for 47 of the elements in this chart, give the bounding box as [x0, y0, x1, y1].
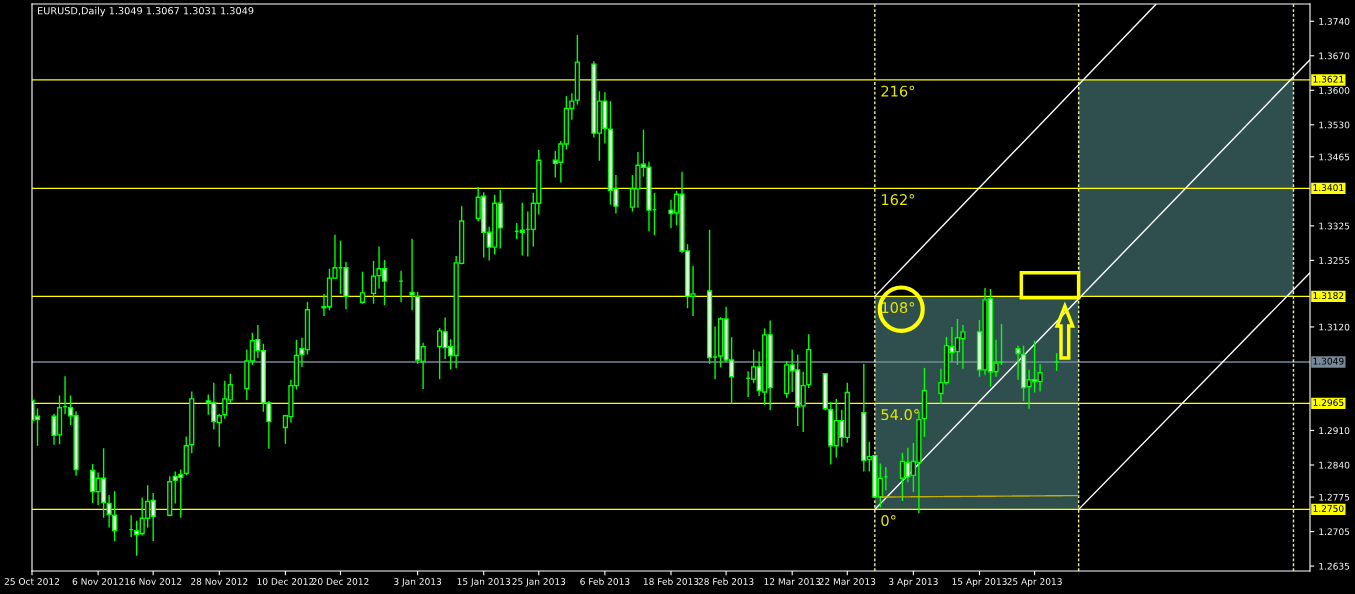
x-tick-label: 6 Nov 2012 — [72, 578, 124, 585]
x-tick-label: 15 Jan 2013 — [457, 578, 511, 587]
annotation: 162° — [881, 194, 915, 206]
y-tick-label: 1.2635 — [1319, 562, 1350, 570]
annotation: 108° — [881, 302, 915, 314]
x-tick-label: 25 Oct 2012 — [4, 578, 59, 585]
y-tick-label: 1.2840 — [1319, 461, 1350, 469]
candlestick — [359, 271, 366, 305]
y-tick-label: 1.3325 — [1319, 222, 1350, 230]
y-tick-label: 1.3740 — [1319, 17, 1350, 25]
y-tick-label: 1.3530 — [1319, 121, 1350, 129]
x-tick-label: 3 Apr 2013 — [889, 578, 938, 587]
x-tick-label: 3 Jan 2013 — [394, 578, 442, 587]
x-tick-label: 12 Mar 2013 — [764, 578, 821, 585]
y-tick-label: 1.2910 — [1319, 427, 1350, 435]
annotation: 216° — [881, 85, 915, 97]
x-tick-label: 6 Feb 2013 — [580, 577, 630, 585]
y-tick-label: 1.3670 — [1319, 52, 1350, 60]
y-tick-label: 1.2705 — [1319, 528, 1350, 536]
x-tick-label: 28 Nov 2012 — [191, 578, 248, 585]
ref-line-label: 1.2750 — [1313, 505, 1344, 512]
candlestick — [106, 494, 112, 529]
candlestick — [112, 490, 118, 542]
y-tick-label: 1.2775 — [1319, 493, 1350, 501]
y-tick-label: 1.3255 — [1319, 257, 1350, 264]
ref-line-label: 1.3049 — [1313, 357, 1344, 365]
x-tick-label: 15 Apr 2013 — [952, 578, 1007, 587]
y-tick-label: 1.3465 — [1319, 153, 1350, 161]
y-tick-label: 1.3600 — [1319, 87, 1350, 94]
x-tick-label: 22 Mar 2013 — [819, 578, 876, 585]
ref-line-label: 1.3182 — [1313, 292, 1344, 299]
y-tick-label: 1.3120 — [1319, 323, 1350, 331]
candlestick — [1015, 344, 1021, 381]
x-tick-label: 18 Feb 2013 — [643, 577, 699, 585]
x-tick-label: 28 Feb 2013 — [698, 577, 754, 585]
x-tick-label: 10 Dec 2012 — [257, 578, 314, 585]
candlestick — [519, 202, 525, 257]
annotation: 0° — [881, 515, 896, 527]
x-tick-label: 25 Apr 2013 — [1007, 578, 1062, 587]
ref-line-label: 1.3621 — [1313, 75, 1344, 83]
x-tick-label: 16 Nov 2012 — [125, 578, 182, 585]
candlestick — [409, 237, 415, 311]
ref-line-label: 1.3401 — [1313, 184, 1344, 192]
x-tick-label: 25 Jan 2013 — [512, 578, 566, 587]
x-tick-label: 20 Dec 2012 — [312, 578, 369, 585]
chart-title: EURUSD,Daily 1.3049 1.3067 1.3031 1.3049 — [38, 6, 254, 17]
ref-line-label: 1.2965 — [1313, 399, 1344, 406]
